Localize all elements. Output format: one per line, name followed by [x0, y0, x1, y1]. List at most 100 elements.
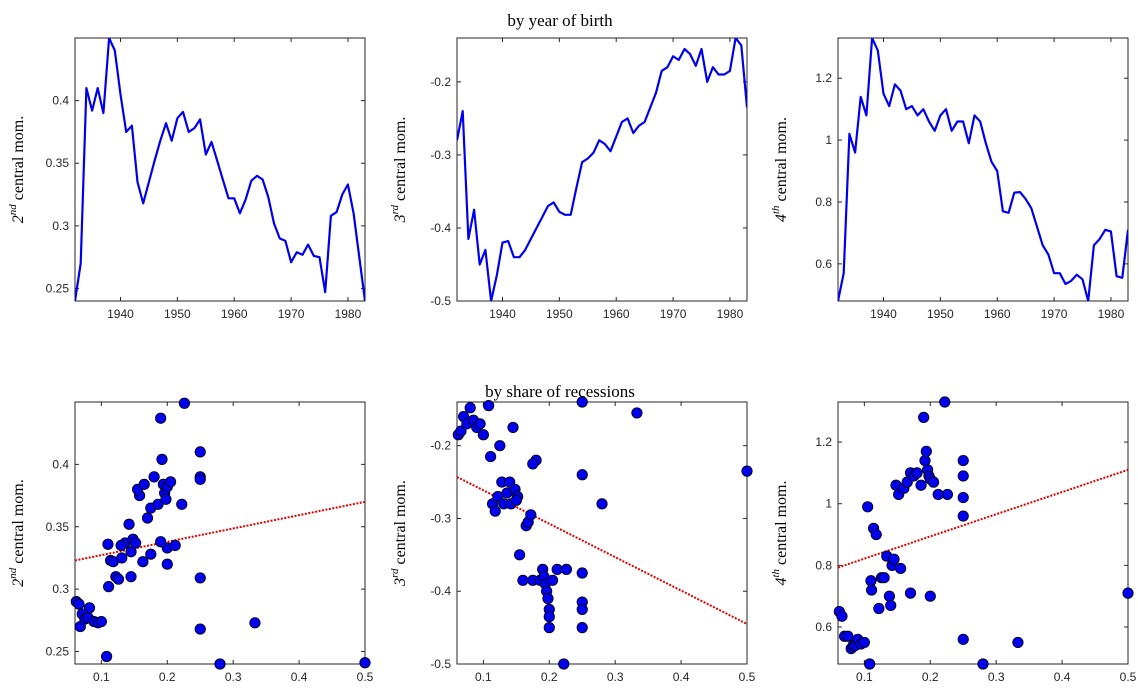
scatter-point	[148, 471, 160, 483]
scatter-point	[156, 453, 168, 465]
scatter-point	[115, 539, 127, 552]
scatter-point	[543, 611, 555, 623]
y-tick-label: 0.3	[52, 582, 69, 596]
axes-box	[456, 37, 748, 302]
y-tick-label: 0.4	[52, 94, 69, 108]
x-tick-label: 0.4	[1054, 670, 1071, 684]
y-tick-label: 0.8	[815, 195, 832, 209]
bottom-row-title: by share of recessions	[485, 382, 635, 401]
series-line	[457, 38, 747, 301]
y-tick-label: 1	[825, 497, 832, 511]
y-axis-label: 2nd central mom.	[7, 116, 27, 223]
scatter-point	[596, 498, 608, 510]
scatter-point	[919, 454, 931, 467]
scatter-point	[858, 636, 870, 649]
y-axis-label: 4th central mom.	[770, 481, 790, 586]
scatter-point	[543, 622, 555, 634]
axes-box	[74, 401, 366, 665]
series-line	[75, 38, 365, 301]
y-tick-label: 0.25	[46, 645, 70, 659]
scatter-point	[939, 396, 951, 408]
x-tick-label: 0.2	[922, 670, 939, 684]
x-tick-label: 1950	[927, 307, 954, 321]
scatter-point	[194, 623, 206, 635]
scatter-point	[483, 400, 495, 412]
scatter-point	[888, 553, 900, 565]
x-tick-label: 0.3	[988, 670, 1005, 684]
scatter-point	[464, 402, 476, 414]
scatter-point	[576, 622, 588, 634]
y-tick-label: -0.4	[430, 221, 451, 235]
series-line	[838, 38, 1128, 301]
x-tick-label: 0.5	[357, 670, 374, 684]
y-tick-label: -0.2	[430, 439, 451, 453]
x-tick-label: 1960	[603, 307, 630, 321]
scatter-point	[546, 574, 559, 586]
x-tick-label: 0.4	[291, 670, 308, 684]
scatter-point	[510, 494, 522, 506]
scatter-point	[842, 630, 854, 642]
x-tick-label: 1970	[660, 307, 687, 321]
scatter-point	[927, 476, 940, 488]
scatter-point	[904, 587, 917, 599]
scatter-point	[455, 425, 467, 437]
x-tick-label: 0.3	[225, 670, 242, 684]
y-tick-label: 0.6	[815, 620, 832, 634]
x-tick-label: 1980	[335, 307, 362, 321]
x-tick-label: 0.1	[93, 670, 110, 684]
scatter-point	[164, 476, 177, 488]
scatter-point	[517, 574, 529, 586]
x-tick-label: 0.4	[673, 670, 690, 684]
scatter-point	[525, 509, 537, 521]
y-axis-label: 3rd central mom.	[389, 117, 409, 224]
scatter-point	[911, 467, 923, 479]
plot-1-2: 1940 1950 1960 1970 1980 -0.5 -0.4 -0.3 -0.2 3rd …	[389, 37, 748, 321]
scatter-point	[560, 563, 573, 575]
scatter-point	[558, 658, 570, 670]
scatter-point	[915, 479, 927, 491]
scatter-point	[138, 478, 150, 490]
scatter-point	[176, 498, 188, 510]
scatter-point	[160, 493, 172, 505]
y-tick-label: -0.4	[430, 584, 451, 598]
scatter-point	[873, 602, 885, 615]
scatter-point	[116, 552, 128, 564]
scatter-point	[542, 592, 554, 605]
scatter-point	[576, 469, 588, 481]
scatter-point	[957, 470, 969, 482]
scatter-point	[141, 512, 154, 524]
y-tick-label: 0.8	[815, 558, 832, 572]
scatter-point	[137, 556, 149, 568]
scatter-point	[477, 429, 489, 441]
y-tick-label: 1	[825, 133, 832, 147]
y-tick-label: 0.35	[46, 520, 70, 534]
scatter-point	[941, 488, 954, 501]
y-axis-label: 2nd central mom.	[7, 479, 27, 586]
y-tick-label: 0.6	[815, 257, 832, 271]
scatter-point	[125, 571, 137, 583]
scatter-point	[895, 562, 907, 575]
scatter-point	[103, 581, 115, 593]
scatter-point	[125, 546, 137, 558]
y-tick-label: 0.35	[46, 156, 70, 170]
scatter-point	[507, 421, 519, 434]
scatter-point	[73, 598, 85, 610]
scatter-point	[885, 599, 897, 612]
scatter-point	[249, 617, 261, 629]
scatter-point	[576, 396, 588, 408]
y-tick-label: 1.2	[815, 71, 832, 85]
scatter-point	[145, 548, 157, 560]
scatter-point	[130, 537, 142, 549]
scatter-point	[741, 465, 753, 477]
y-tick-label: -0.2	[430, 75, 451, 89]
scatter-point	[152, 498, 164, 510]
scatter-point	[878, 572, 890, 584]
axes-box	[456, 401, 748, 665]
scatter-point	[514, 549, 526, 561]
scatter-point	[101, 650, 113, 663]
scatter-point	[155, 412, 167, 424]
scatter-point	[631, 407, 643, 419]
scatter-point	[1122, 587, 1134, 599]
x-tick-label: 1960	[984, 307, 1011, 321]
